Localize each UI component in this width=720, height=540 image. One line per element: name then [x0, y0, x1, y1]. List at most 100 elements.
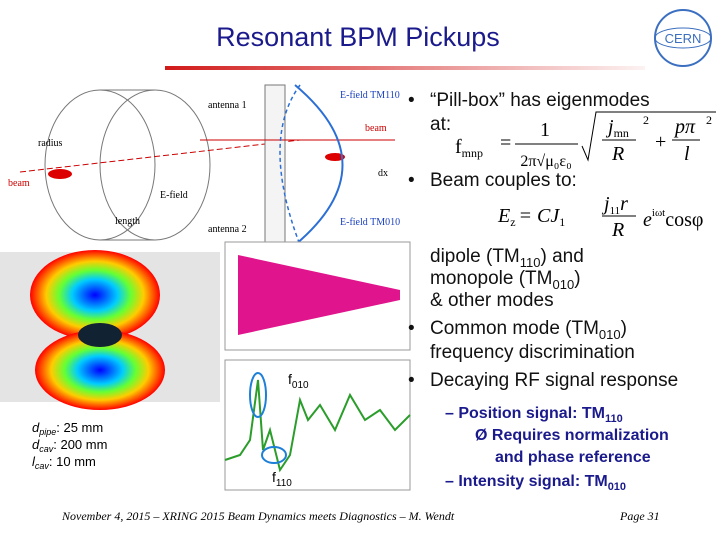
dim-symbol: d — [32, 420, 40, 435]
eq-sub: mnp — [462, 146, 483, 160]
text: monopole (TM — [430, 268, 553, 289]
footer-left: November 4, 2015 – XRING 2015 Beam Dynam… — [61, 509, 455, 523]
text: ) and — [540, 246, 583, 267]
sub-bullet: Ø Requires normalization — [475, 427, 669, 444]
eq-symbol: E — [497, 205, 510, 227]
bullet-dot: • — [408, 370, 415, 391]
peak-marker — [249, 372, 267, 418]
equation-1: fmnp = 1 2π√μ₀ε₀ jmn R 2 + pπ l 2 — [455, 111, 716, 170]
eq-part: fmnp — [455, 136, 483, 160]
dim-sub: cav — [35, 461, 50, 471]
eq-part: 2 — [706, 113, 712, 127]
field-curve — [279, 84, 301, 246]
spectrum-line — [224, 379, 411, 473]
dim-value: : 10 mm — [49, 454, 96, 469]
eq-symbol: r — [620, 193, 628, 215]
beam-axis — [19, 139, 301, 173]
eq-sub: 1 — [559, 215, 565, 229]
eq-part: 1 — [540, 119, 550, 141]
figure-label: radius — [38, 138, 63, 149]
eq-part: Ez = CJ1 — [497, 205, 565, 229]
sub-bullet: – Position signal: TM110 — [445, 405, 623, 425]
bullet-text: Decaying RF signal response — [430, 370, 678, 391]
dim-symbol: l — [32, 454, 36, 469]
eq-symbol: f — [455, 136, 462, 158]
sub-bullet: – Intensity signal: TM010 — [445, 473, 626, 493]
eq-part: R — [611, 219, 624, 241]
logo-text: CERN — [665, 31, 702, 46]
bullet-text: & other modes — [430, 290, 554, 311]
bullet-list: • “Pill-box” has eigenmodes at: • Beam c… — [408, 90, 678, 493]
field-curve — [294, 84, 344, 246]
peak-label: f010 — [288, 371, 309, 391]
title: Resonant BPM Pickups — [216, 22, 500, 52]
figure-label: length — [115, 216, 140, 227]
eq-symbol: e — [643, 209, 652, 231]
eq-sub: 11 — [610, 205, 621, 217]
sub: 110 — [520, 255, 541, 270]
spectrum-plot — [224, 359, 411, 491]
eq-part: eiωtcosφ — [643, 207, 703, 231]
eq-part: 2 — [643, 113, 649, 127]
sub-bullet: and phase reference — [495, 449, 651, 466]
eq-part: pπ — [673, 116, 696, 138]
footer-right: Page 31 — [619, 509, 660, 523]
bullet-text: Beam couples to: — [430, 170, 577, 191]
text: dipole (TM — [430, 246, 520, 267]
text: – Position signal: TM — [445, 405, 605, 422]
bullet-text: dipole (TM110) and — [430, 246, 584, 270]
eq-sub: z — [510, 215, 515, 229]
eq-part: jmn — [605, 116, 629, 140]
radical — [581, 111, 716, 162]
figure-label: E-field TM010 — [340, 217, 400, 228]
figure-label: dx — [378, 168, 388, 179]
text: – Intensity signal: TM — [445, 473, 608, 490]
label: f — [272, 469, 276, 485]
sub: 110 — [605, 413, 623, 425]
eq-part: 2π√μ₀ε₀ — [520, 153, 571, 170]
eq-sup: iωt — [652, 207, 665, 219]
eq-part: l — [684, 143, 690, 165]
figure-label: E-field TM110 — [340, 90, 400, 101]
figure-label: E-field — [160, 190, 188, 201]
figure-label: antenna 2 — [208, 224, 247, 235]
bullet-dot: • — [408, 90, 415, 111]
sub: 010 — [599, 327, 621, 342]
eq-symbol: j — [605, 116, 614, 138]
eq-part: R — [611, 143, 624, 165]
figure-label: beam — [365, 123, 387, 134]
logo-orbit — [654, 27, 712, 49]
eq-part: j11r — [601, 193, 628, 217]
bullet-dot: • — [408, 170, 415, 191]
bullet-text: monopole (TM010) — [430, 268, 581, 292]
beam-bunch — [325, 153, 345, 161]
eq-part: + — [655, 131, 666, 153]
bullet-text: “Pill-box” has eigenmodes — [430, 90, 650, 111]
dim-sub: cav — [39, 444, 54, 454]
bullet-text: frequency discrimination — [430, 342, 635, 363]
dim-value: : 25 mm — [56, 420, 103, 435]
beam-bunch — [48, 169, 72, 179]
label-sub: 110 — [276, 478, 292, 489]
figure-label: antenna 1 — [208, 100, 247, 111]
eq-symbol: = CJ — [519, 205, 561, 227]
bullet-text: Common mode (TM010) — [430, 318, 627, 342]
eq-symbol: j — [601, 193, 610, 215]
peak-marker — [261, 446, 287, 464]
dim-symbol: d — [32, 437, 40, 452]
bullet-dot: • — [408, 318, 415, 339]
dimension: dpipe: 25 mm — [32, 420, 103, 437]
cross-section — [264, 84, 286, 246]
decaying-signal — [238, 255, 400, 335]
field-lobe — [30, 250, 160, 340]
text: ) — [621, 318, 627, 339]
text: Common mode (TM — [430, 318, 599, 339]
text: ) — [574, 268, 580, 289]
logo: CERN — [654, 9, 712, 67]
label-sub: 010 — [292, 380, 309, 391]
title-rule — [165, 66, 645, 70]
eq-symbol: cosφ — [665, 209, 703, 231]
